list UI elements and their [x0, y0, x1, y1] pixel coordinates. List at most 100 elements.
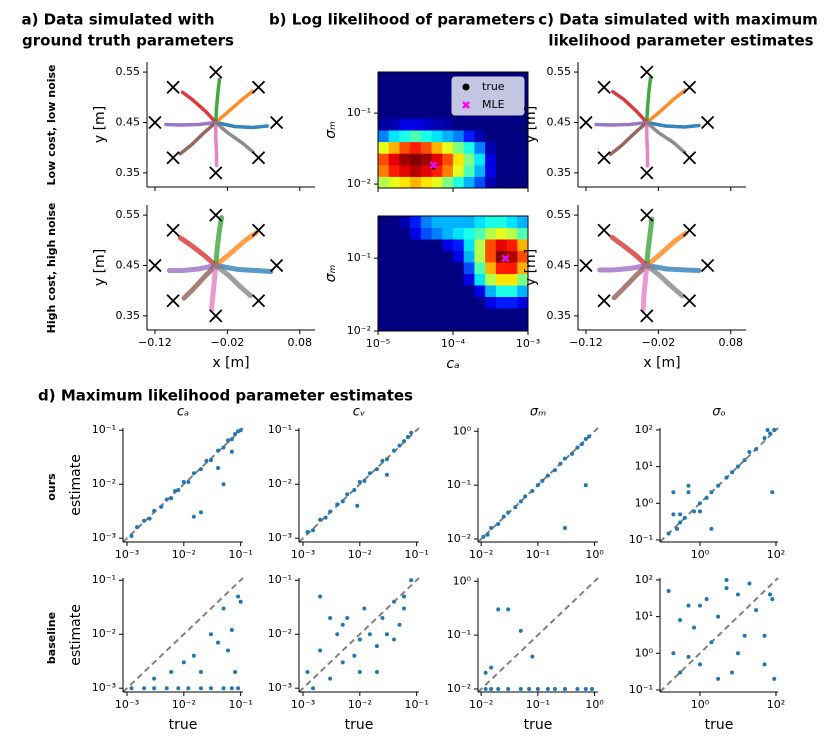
heatmap-cell	[474, 285, 486, 297]
heatmap-cell	[410, 239, 422, 251]
scatter-point	[147, 516, 152, 521]
scatter-point	[709, 640, 714, 645]
target-marker	[166, 223, 180, 237]
y-tick-label: 0.35	[547, 309, 572, 322]
scatter-point	[181, 660, 186, 665]
heatmap-cell	[442, 216, 454, 228]
scatter-point	[169, 496, 174, 501]
scatter-point	[762, 633, 767, 638]
trajectory	[644, 262, 685, 299]
heatmap-cell	[485, 227, 497, 240]
identity-line	[477, 577, 599, 693]
heatmap-cell	[399, 72, 411, 85]
heatmap-cell	[506, 227, 518, 240]
target-marker	[166, 294, 180, 308]
scatter-point	[583, 483, 588, 488]
heatmap-cell	[463, 176, 475, 189]
trajectory	[214, 77, 222, 125]
trajectory	[611, 262, 650, 301]
heatmap-cell	[410, 118, 422, 131]
heatmap-cell	[388, 285, 400, 297]
heatmap-cell	[410, 141, 422, 154]
x-tick-label: 10⁻¹	[526, 698, 550, 711]
y-axis-label: σₘ	[323, 264, 339, 282]
heatmap-cell	[453, 141, 465, 154]
x-tick-label: 10⁻²	[348, 548, 372, 561]
heatmap-cell	[517, 130, 529, 143]
legend-label: MLE	[482, 98, 505, 111]
scatter-point	[226, 438, 231, 443]
heatmap-cell	[517, 153, 529, 166]
heatmap-cell	[420, 250, 433, 263]
heatmap-cell	[431, 319, 443, 332]
trajectory	[180, 90, 218, 125]
heatmap-cell	[506, 285, 518, 297]
heatmap-cell	[399, 118, 411, 131]
heatmap-cell	[388, 319, 400, 332]
heatmap-cell	[485, 130, 497, 143]
scatter-point	[489, 665, 494, 670]
scatter-point	[724, 577, 729, 582]
scatter-point	[305, 669, 310, 674]
scatter-point	[527, 687, 532, 692]
heatmap-cell	[495, 285, 508, 297]
y-tick-label: 0.55	[547, 65, 572, 78]
scatter-point	[221, 606, 226, 611]
heatmap-cell	[431, 72, 443, 85]
trajectory	[611, 89, 649, 125]
heatmap-cell	[517, 273, 529, 286]
scatter-point	[575, 687, 580, 692]
y-axis-label: estimate	[68, 454, 84, 516]
heatmap-cell	[453, 250, 465, 263]
heatmap-cell	[442, 308, 454, 320]
scatter-point	[129, 686, 134, 691]
heatmap-cell	[431, 216, 443, 228]
scatter-point	[216, 640, 221, 645]
heatmap-cell	[378, 296, 390, 309]
heatmap-cell	[410, 153, 422, 166]
scatter-point	[362, 606, 367, 611]
heatmap-cell	[506, 296, 518, 309]
scatter-point	[229, 437, 234, 442]
scatter-point	[675, 526, 680, 531]
heatmap-cell	[399, 130, 411, 143]
heatmap-cell	[517, 164, 529, 177]
heatmap-cell	[453, 285, 465, 297]
heatmap-cell	[442, 227, 454, 240]
scatter-point	[579, 442, 584, 447]
heatmap-cell	[453, 164, 465, 177]
trajectory	[597, 262, 650, 273]
scatter-point	[229, 627, 234, 632]
heatmap-cell	[506, 176, 518, 189]
scatter-point	[545, 687, 550, 692]
identity-line	[298, 427, 420, 543]
target-marker	[640, 208, 654, 222]
scatter-point	[186, 479, 191, 484]
trajectory	[208, 262, 219, 313]
heatmap-cell	[378, 72, 390, 85]
axes: 10⁻² 10⁻¹ 10⁰ 10⁻² 10⁻¹ 10⁰ σₘ	[447, 405, 605, 562]
heatmap-cell	[495, 216, 508, 228]
scatter-point	[397, 443, 402, 448]
trajectory	[214, 89, 255, 125]
target-marker	[251, 151, 266, 165]
heatmap-cell	[442, 118, 454, 131]
trajectory	[594, 120, 649, 127]
scatter-point	[735, 592, 740, 597]
heatmap-cell	[474, 216, 486, 228]
scatter-point	[221, 686, 226, 691]
heatmap-cell	[388, 83, 400, 96]
scatter-point	[747, 581, 752, 586]
heatmap-cell	[463, 319, 475, 332]
heatmap-cell	[463, 262, 475, 274]
identity-line	[659, 577, 779, 693]
scatter-point	[208, 686, 213, 691]
scatter-point	[562, 456, 567, 461]
y-axis-label: estimate	[68, 604, 84, 666]
scatter-point	[772, 427, 777, 432]
heatmap-cell	[463, 273, 475, 286]
heatmap-cell	[410, 227, 422, 240]
scatter-point	[323, 515, 328, 520]
scatter-point	[409, 430, 414, 435]
x-tick-label: 10⁻²	[469, 548, 493, 561]
